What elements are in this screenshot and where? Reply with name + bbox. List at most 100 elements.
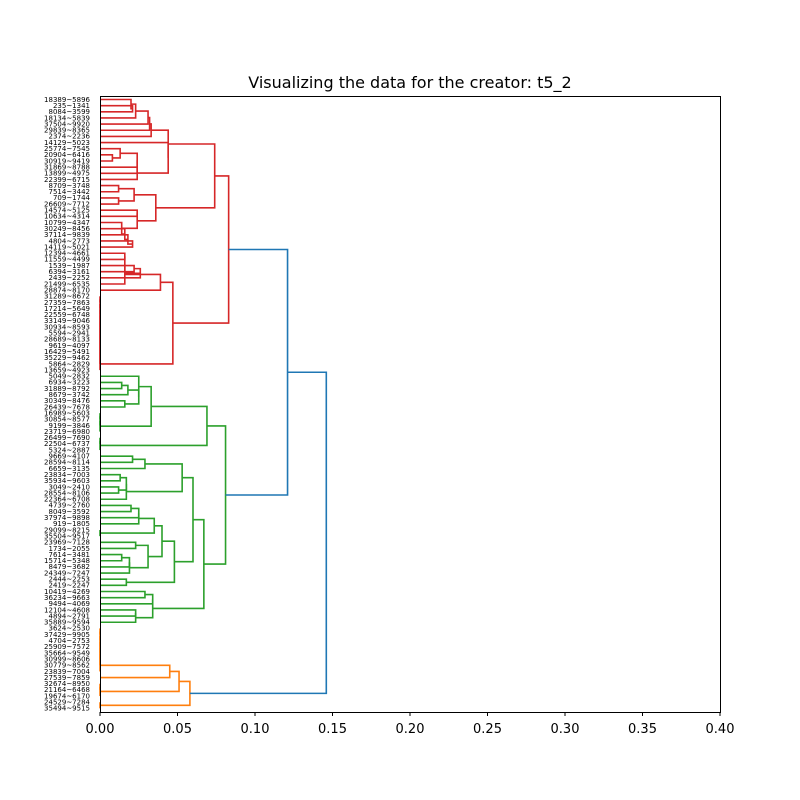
leaf-label: 16989~5603 (44, 409, 90, 417)
leaf-label: 31869~8788 (44, 163, 90, 171)
leaf-label: 35934~9603 (44, 477, 90, 485)
leaf-label: 2444~2253 (49, 576, 91, 584)
dendrogram-link (100, 473, 121, 482)
dendrogram-link (100, 166, 138, 181)
dendrogram-link (100, 541, 137, 550)
leaf-label: 30779~8562 (44, 662, 90, 670)
dendrogram-link (124, 389, 140, 405)
dendrogram-link (100, 609, 137, 617)
leaf-label: 8679~3742 (49, 391, 91, 399)
leaf-label: 4804~2773 (49, 237, 91, 245)
leaf-label: 28554~8106 (44, 489, 90, 497)
leaf-label: 24349~7247 (44, 569, 90, 577)
x-tick-label: 0.35 (628, 722, 657, 737)
dendrogram-link (121, 213, 138, 230)
leaf-label: 16429~5491 (44, 348, 90, 356)
leaf-label: 12394~4661 (44, 250, 90, 258)
dendrogram-link (203, 425, 227, 565)
leaf-label: 27359~7863 (44, 299, 90, 307)
leaf-label: 31289~8672 (44, 293, 90, 301)
dendrogram-link (100, 613, 137, 624)
dendrogram-link (155, 143, 216, 209)
leaf-label: 35494~9515 (44, 705, 90, 713)
leaf-label: 7614~3481 (49, 551, 91, 559)
dendrogram-link (100, 578, 128, 587)
leaf-label: 1734~2055 (49, 545, 91, 553)
leaf-label: 22559~6748 (44, 311, 90, 319)
dendrogram-link (118, 187, 135, 202)
leaf-label: 12104~4608 (44, 606, 90, 614)
leaf-label: 29839~8365 (44, 127, 90, 135)
leaf-label: 8049~3592 (49, 508, 91, 516)
leaf-label: 8479~3682 (49, 563, 91, 571)
leaf-label: 23839~7004 (44, 668, 90, 676)
dendrogram-link (100, 273, 162, 291)
dendrogram-link (100, 104, 134, 113)
leaf-label: 26439~7678 (44, 403, 90, 411)
leaf-label: 4739~2760 (49, 502, 91, 510)
leaf-label: 9199~3846 (49, 422, 91, 430)
dendrogram-link (152, 518, 205, 610)
dendrogram-link (100, 680, 191, 707)
dendrogram-link (100, 400, 126, 408)
leaf-label: 21499~6535 (44, 280, 90, 288)
leaf-label: 10634~4314 (44, 213, 90, 221)
dendrogram-link (100, 264, 126, 285)
leaf-label: 30934~8593 (44, 323, 90, 331)
dendrogram-link (126, 540, 176, 584)
x-axis-ticks: 0.00 0.05 0.10 0.15 0.20 0.25 0.30 0.35 0.40 (86, 712, 735, 737)
leaf-label: 18134~5839 (44, 114, 90, 122)
dendrogram-link (100, 281, 174, 365)
dendrogram-link (189, 371, 328, 695)
leaf-label: 22399~6715 (44, 176, 90, 184)
leaf-label: 30349~8476 (44, 397, 90, 405)
dendrogram-link (100, 455, 134, 464)
plot-frame (100, 96, 721, 713)
leaf-label: 919~1805 (53, 520, 90, 528)
leaf-label: 25909~7572 (44, 643, 90, 651)
leaf-label: 6934~3223 (49, 379, 91, 387)
dendrogram-link (225, 248, 289, 496)
leaf-label: 6659~3135 (49, 465, 91, 473)
dendrogram-link (100, 184, 120, 193)
x-tick-label: 0.00 (86, 722, 115, 737)
leaf-label: 27539~7859 (44, 674, 90, 682)
dendrogram-link (100, 154, 114, 162)
leaf-label: 4894~2791 (49, 612, 91, 620)
leaf-label: 23969~7128 (44, 539, 90, 547)
dendrogram-link (100, 664, 171, 679)
leaf-label: 10799~4347 (44, 219, 90, 227)
leaf-label: 24529~7284 (44, 699, 90, 707)
leaf-label: 6394~3161 (49, 268, 91, 276)
leaf-label: 7514~3442 (49, 188, 91, 196)
x-tick-label: 0.25 (473, 722, 502, 737)
leaf-label: 709~1744 (53, 194, 91, 202)
leaf-label: 31889~8792 (44, 385, 90, 393)
x-tick-label: 0.40 (706, 722, 735, 737)
leaf-label: 29099~8215 (44, 526, 90, 534)
dendrogram-link (100, 141, 169, 174)
dendrogram-link (100, 553, 123, 562)
leaf-label: 2439~2252 (49, 274, 91, 282)
dendrogram-link (100, 264, 135, 273)
dendrogram-link (172, 175, 230, 324)
leaf-label: 8084~3599 (49, 108, 91, 116)
leaf-label: 37429~9905 (44, 631, 90, 639)
leaf-label: 35504~9517 (44, 532, 90, 540)
dendrogram-link (100, 483, 128, 501)
leaf-label: 5324~2887 (49, 446, 91, 454)
leaf-label: 37114~9839 (44, 231, 90, 239)
x-tick-label: 0.05 (163, 722, 192, 737)
leaf-label: 8709~3748 (49, 182, 91, 190)
dendrogram-link (100, 384, 129, 396)
dendrogram-link (100, 147, 121, 159)
dendrogram-link (100, 375, 140, 398)
leaf-label: 23834~7003 (44, 471, 90, 479)
dendrogram-link (100, 517, 156, 534)
leaf-label: 15714~5348 (44, 557, 90, 565)
leaf-labels: 18389~5896235~13418084~359918134~5839375… (44, 96, 90, 713)
leaf-label: 26609~7712 (44, 200, 90, 208)
dendrogram-links (99, 98, 328, 709)
leaf-label: 25774~7545 (44, 145, 90, 153)
